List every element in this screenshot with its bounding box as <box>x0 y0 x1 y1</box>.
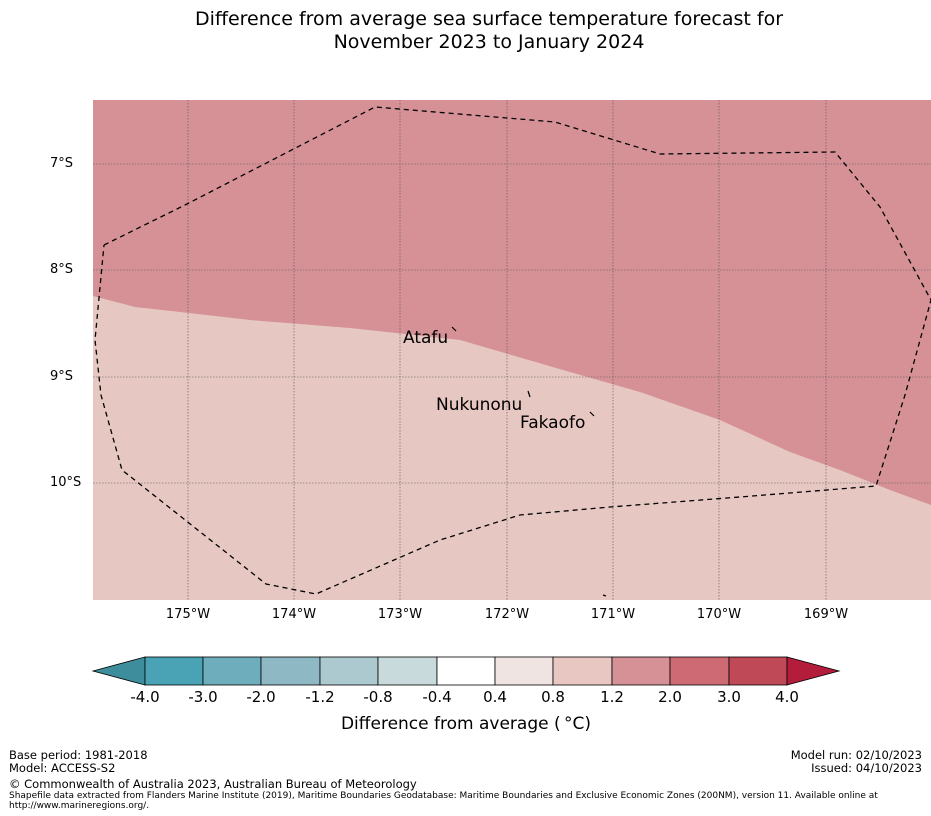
footer-copyright: © Commonwealth of Australia 2023, Austra… <box>9 777 417 791</box>
colorbar <box>91 656 841 686</box>
region-north-anomaly <box>93 100 931 505</box>
colorbar-seg-5 <box>377 656 438 686</box>
lon-label-173w: 173°W <box>377 607 423 622</box>
colorbar-seg-3 <box>260 656 321 686</box>
nukunonu-island <box>527 390 531 398</box>
colorbar-extend-high <box>786 656 841 686</box>
footer-shapefile-line-2: http://www.marineregions.org/. <box>9 801 150 811</box>
lat-label-9s: 9°S <box>50 369 74 384</box>
colorbar-seg-11 <box>728 656 788 686</box>
colorbar-seg-7 <box>494 656 554 686</box>
cb-tick-9: 1.2 <box>600 688 624 706</box>
minor-island <box>602 594 607 597</box>
footer-base-period: Base period: 1981-2018 <box>9 748 148 762</box>
footer-shapefile-line-1: Shapefile data extracted from Flanders M… <box>9 791 878 801</box>
eez-boundary <box>94 106 931 595</box>
colorbar-seg-8 <box>552 656 613 686</box>
place-nukunonu: Nukunonu <box>436 395 523 415</box>
lon-label-171w: 171°W <box>590 607 636 622</box>
longitude-gridlines <box>187 100 827 600</box>
cb-tick-11: 3.0 <box>717 688 741 706</box>
fakaofo-island <box>589 411 595 417</box>
footer-model-run: Model run: 02/10/2023 <box>790 748 922 762</box>
colorbar-extend-low <box>91 656 146 686</box>
footer-model: Model: ACCESS-S2 <box>9 761 116 775</box>
cb-tick-8: 0.8 <box>541 688 565 706</box>
lat-label-7s: 7°S <box>50 156 74 171</box>
colorbar-seg-10 <box>669 656 730 686</box>
cb-tick-7: 0.4 <box>483 688 507 706</box>
colorbar-seg-4 <box>319 656 379 686</box>
cb-tick-10: 2.0 <box>658 688 682 706</box>
cb-tick-6: -0.4 <box>422 688 452 706</box>
lon-label-174w: 174°W <box>271 607 317 622</box>
lon-label-175w: 175°W <box>165 607 211 622</box>
lon-label-169w: 169°W <box>803 607 849 622</box>
lon-label-170w: 170°W <box>696 607 742 622</box>
cb-tick-1: -4.0 <box>130 688 160 706</box>
lat-label-10s: 10°S <box>50 475 82 490</box>
cb-tick-12: 4.0 <box>775 688 799 706</box>
chart-title: Difference from average sea surface temp… <box>0 8 931 54</box>
title-line-1: Difference from average sea surface temp… <box>194 8 784 30</box>
place-fakaofo: Fakaofo <box>520 413 586 433</box>
island-markers <box>451 326 607 597</box>
footer-issued: Issued: 04/10/2023 <box>811 761 922 775</box>
title-line-2: November 2023 to January 2024 <box>333 31 645 53</box>
colorbar-seg-6 <box>436 656 496 686</box>
atafu-island <box>451 326 457 332</box>
colorbar-seg-2 <box>202 656 262 686</box>
cb-tick-3: -2.0 <box>246 688 276 706</box>
cb-tick-2: -3.0 <box>188 688 218 706</box>
place-atafu: Atafu <box>403 328 449 348</box>
cb-tick-4: -1.2 <box>305 688 335 706</box>
colorbar-label: Difference from average ( °C) <box>340 714 592 734</box>
footer-shapefile-credit: Shapefile data extracted from Flanders M… <box>9 791 924 811</box>
lat-label-8s: 8°S <box>50 262 74 277</box>
colorbar-seg-9 <box>611 656 671 686</box>
colorbar-seg-1 <box>144 656 204 686</box>
lon-label-172w: 172°W <box>484 607 530 622</box>
cb-tick-5: -0.8 <box>363 688 393 706</box>
